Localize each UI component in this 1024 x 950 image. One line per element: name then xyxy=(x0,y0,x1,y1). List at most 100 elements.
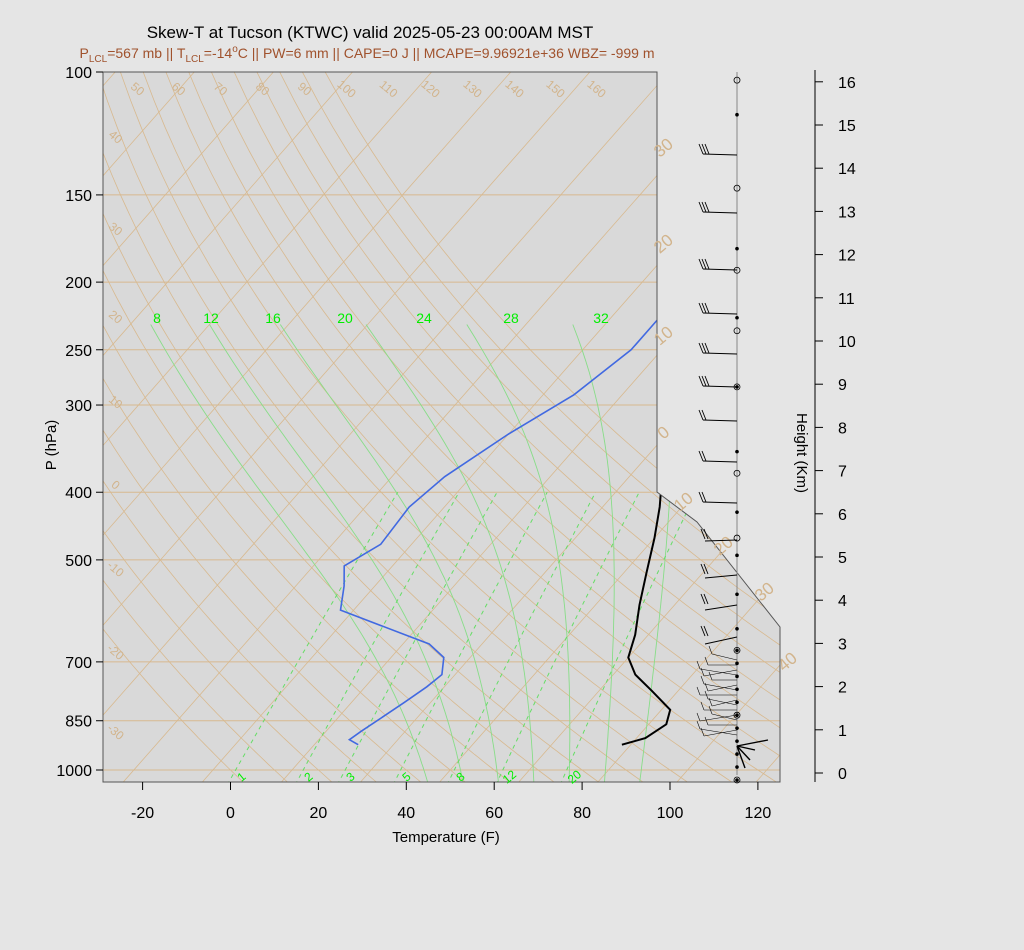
mixing-ratio-line xyxy=(226,491,399,782)
isotherm-line xyxy=(103,72,353,782)
height-axis-label: Height (Km) xyxy=(793,413,810,493)
height-tick-label: 15 xyxy=(838,118,856,135)
wind-barb xyxy=(708,645,738,661)
wind-barb-feather xyxy=(700,675,705,685)
height-tick-label: 13 xyxy=(838,204,856,221)
wind-barb xyxy=(736,745,751,761)
dry-adiabat-line xyxy=(165,72,780,782)
wind-barb-feather xyxy=(701,258,707,270)
height-marker-filled xyxy=(735,700,739,705)
wind-barb-staff xyxy=(699,668,738,676)
x-axis-label: Temperature (F) xyxy=(392,829,500,846)
y-tick-label: 200 xyxy=(65,275,92,292)
moist-adiabat-line xyxy=(209,324,465,782)
height-marker-open xyxy=(733,327,741,335)
x-tick-label: 40 xyxy=(397,805,415,822)
tlcl-label: T xyxy=(177,45,186,61)
mixing-ratio-line xyxy=(336,491,498,782)
wind-barb-feather xyxy=(701,143,707,155)
y-axis-label: P (hPa) xyxy=(43,420,60,471)
wind-barb-feather xyxy=(696,712,701,722)
wind-barb xyxy=(700,563,738,579)
wind-barb xyxy=(700,625,738,645)
height-marker-filled xyxy=(735,765,739,769)
dry-adiabat-line xyxy=(103,72,469,782)
height-tick-label: 11 xyxy=(838,291,855,308)
x-tick-label: 100 xyxy=(657,805,684,822)
wind-barb-staff xyxy=(703,729,738,737)
dry-adiabat-line xyxy=(188,72,780,782)
wind-barb xyxy=(704,716,737,726)
y-tick-label: 400 xyxy=(65,485,92,502)
wind-barb-staff xyxy=(702,268,738,271)
wind-barb-feather xyxy=(698,450,704,462)
wind-barb xyxy=(704,656,737,666)
wind-barb-feather xyxy=(701,450,707,462)
dry-adiabat-line xyxy=(233,72,780,782)
plcl-value: =567 mb || xyxy=(107,45,177,61)
wind-barb-staff xyxy=(704,604,738,611)
dry-adiabat-line xyxy=(103,72,247,782)
wind-barb-feather xyxy=(703,563,709,575)
wind-barb-feather xyxy=(700,701,705,711)
dry-adiabat-line xyxy=(324,72,780,782)
x-tick-label: 120 xyxy=(745,805,772,822)
tlcl-subscript: LCL xyxy=(185,54,204,65)
dry-adiabat-line xyxy=(302,72,780,782)
height-marker-filled xyxy=(735,687,739,692)
wind-barb-feather xyxy=(696,720,701,730)
y-tick-label: 500 xyxy=(65,553,92,570)
wind-barb xyxy=(700,593,738,611)
moist-adiabat-line xyxy=(572,324,615,782)
height-tick-label: 14 xyxy=(838,161,856,178)
wind-barb-feather xyxy=(708,671,713,681)
height-tick-label: 6 xyxy=(838,507,847,524)
plot-border xyxy=(102,71,781,783)
plcl-label: P xyxy=(80,45,89,61)
height-tick-label: 7 xyxy=(838,464,847,481)
dry-adiabat-line xyxy=(120,72,737,782)
wind-barb xyxy=(698,258,738,271)
wind-barb xyxy=(696,660,738,676)
height-marker-filled xyxy=(735,112,739,117)
wind-barb xyxy=(698,302,738,315)
dry-adiabat-line xyxy=(103,72,648,782)
wind-barb-feather xyxy=(698,201,704,213)
height-marker-filled xyxy=(735,246,739,251)
moist-adiabat-label: 20 xyxy=(337,310,353,326)
wind-barb-feather xyxy=(704,375,710,387)
wind-barb-staff xyxy=(702,312,738,315)
height-tick-label: 1 xyxy=(838,723,847,740)
wind-barb-feather xyxy=(701,409,707,421)
isotherm-line xyxy=(278,72,780,782)
wind-barb-staff xyxy=(702,211,738,214)
wind-barb-staff xyxy=(711,653,738,661)
degree-superscript: o xyxy=(232,44,238,55)
dry-adiabat-line xyxy=(103,72,514,782)
y-tick-label: 300 xyxy=(65,398,92,415)
wind-barb-feather xyxy=(708,645,713,655)
height-marker-open xyxy=(733,776,741,784)
wind-barb xyxy=(700,701,737,711)
wind-barb xyxy=(696,720,738,736)
dry-adiabat-line xyxy=(103,72,559,782)
isotherm-line xyxy=(595,72,780,782)
isotherm-line xyxy=(103,72,274,782)
wind-barb-staff xyxy=(702,352,738,355)
wind-barb-staff xyxy=(736,745,746,769)
wind-barb-staff xyxy=(702,419,738,422)
wind-barb-feather xyxy=(701,201,707,213)
wind-barb-feather xyxy=(701,342,707,354)
wind-barb-feather xyxy=(696,686,701,696)
wind-barb-feather xyxy=(700,625,706,637)
wind-barb-staff xyxy=(704,636,738,645)
wind-barb-feather xyxy=(704,716,709,726)
height-marker-filled xyxy=(735,726,739,730)
dewpoint-line xyxy=(339,72,780,746)
wind-barb-staff xyxy=(702,153,738,156)
y-tick-label: 150 xyxy=(65,188,92,205)
height-tick-label: 3 xyxy=(838,636,847,653)
wind-barb-staff xyxy=(736,745,751,761)
wind-barb-feather xyxy=(704,656,709,666)
moist-adiabat-label: 24 xyxy=(416,310,432,326)
